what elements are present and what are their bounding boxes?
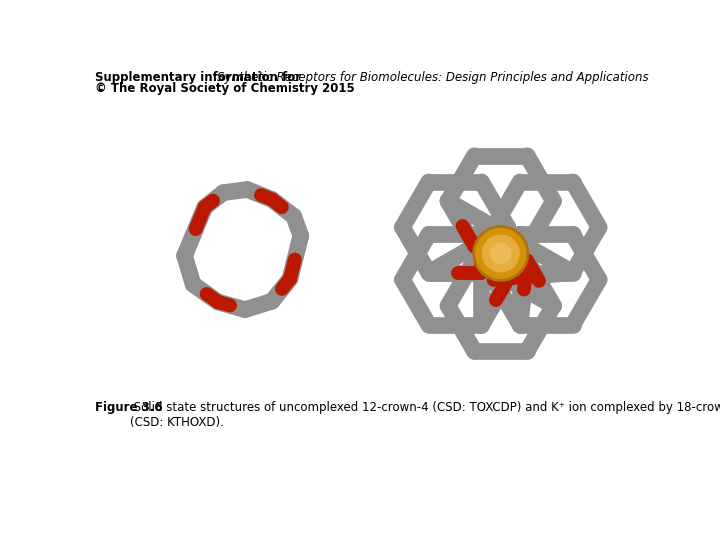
Circle shape: [490, 242, 512, 264]
Text: Figure 3.6: Figure 3.6: [96, 401, 163, 414]
Text: Supplementary information for: Supplementary information for: [96, 71, 306, 84]
Text: Synthetic Receptors for Biomolecules: Design Principles and Applications: Synthetic Receptors for Biomolecules: De…: [217, 71, 649, 84]
Text: © The Royal Society of Chemistry 2015: © The Royal Society of Chemistry 2015: [96, 82, 355, 94]
Circle shape: [482, 234, 520, 272]
Text: Solid state structures of uncomplexed 12-crown-4 (CSD: TOXCDP) and K⁺ ion comple: Solid state structures of uncomplexed 12…: [130, 401, 720, 429]
Circle shape: [474, 226, 528, 280]
